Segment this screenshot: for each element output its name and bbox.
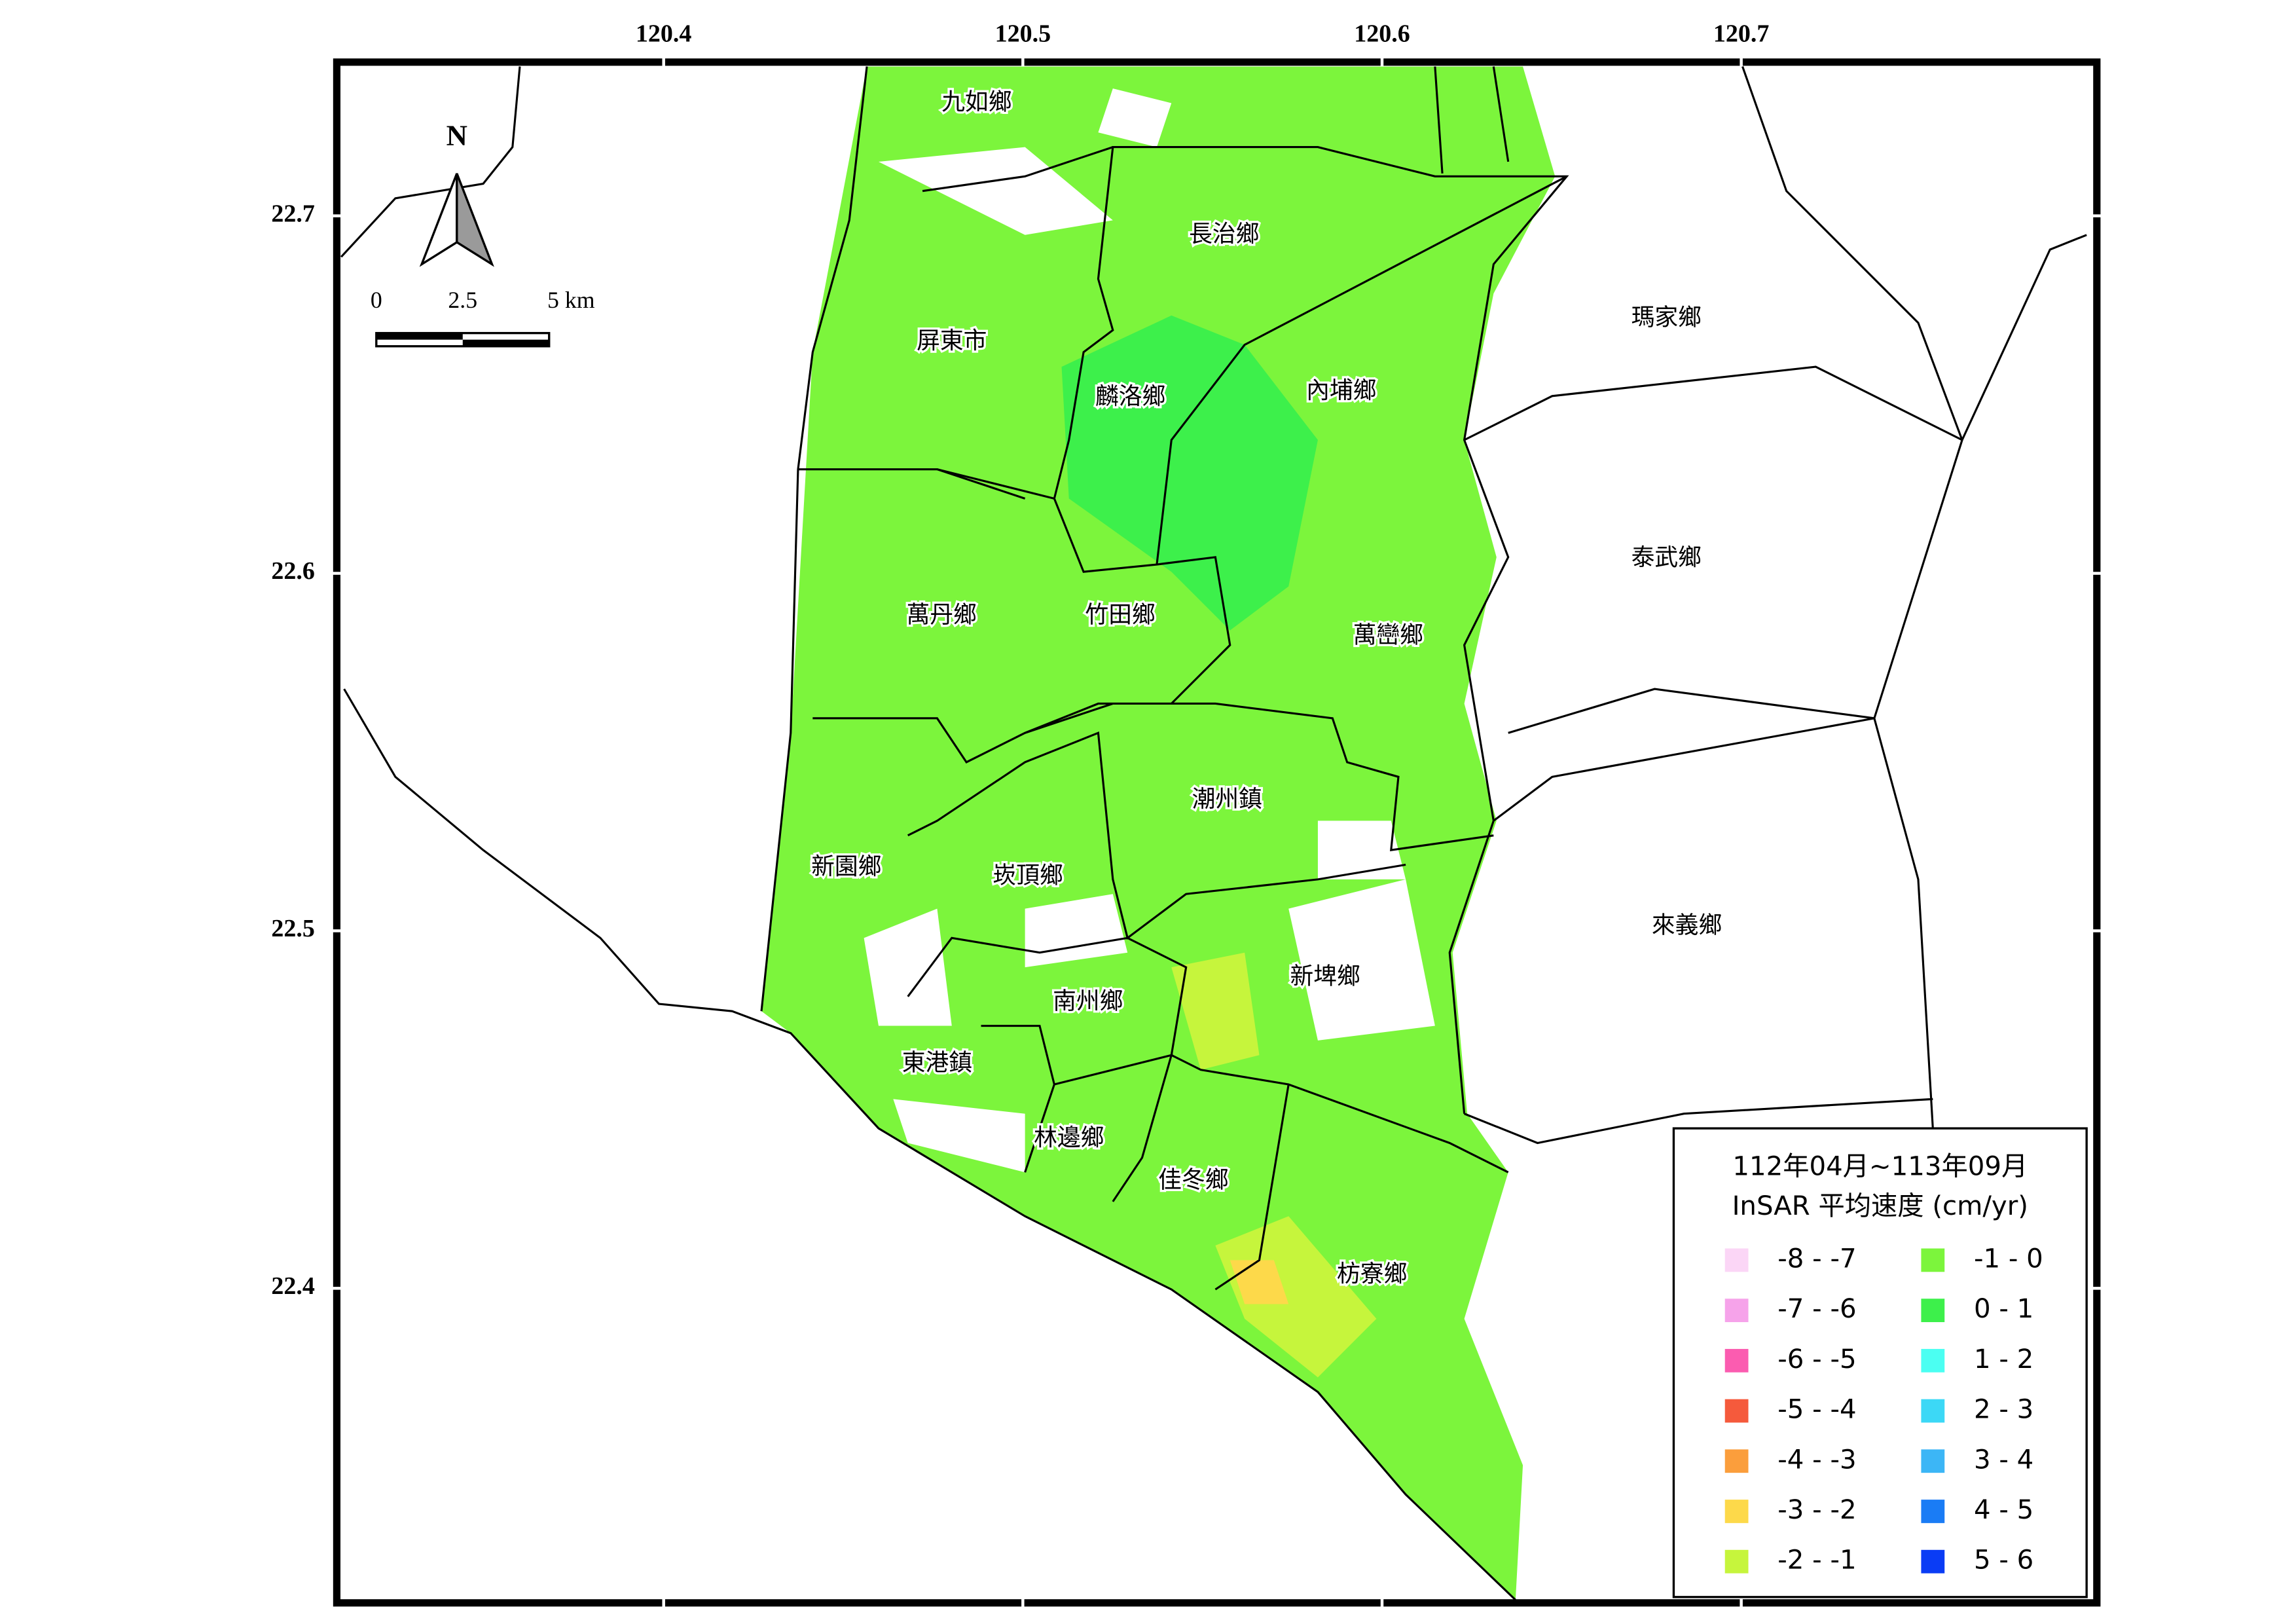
township-label: 萬巒鄉 [1353,622,1423,649]
y-tick-label: 22.5 [271,915,315,942]
legend-swatch [1921,1399,1945,1423]
township-label: 泰武鄉 [1631,544,1702,571]
township-label: 麟洛鄉 [1095,383,1165,410]
velocity-area [761,66,1556,1600]
township-label: 新埤鄉 [1290,963,1360,990]
velocity-area [1171,952,1377,1378]
legend-swatch [1921,1248,1945,1272]
boundaries [340,66,2087,1601]
x-tick-label: 120.7 [1713,20,1770,47]
township-label: 萬丹鄉 [906,601,976,628]
legend-label: 5 - 6 [1974,1545,2033,1576]
legend: 112年04月~113年09月 InSAR 平均速度 (cm/yr) -8 - -7… [1672,1127,2088,1598]
insar-area [761,66,1556,1600]
legend-swatch [1724,1549,1749,1574]
legend-title: InSAR 平均速度 (cm/yr) [1732,1191,2028,1221]
legend-title: 112年04月~113年09月 [1732,1151,2028,1181]
legend-label: -2 - -1 [1777,1545,1856,1576]
north-arrow [456,173,494,267]
township-label: 來義鄉 [1652,912,1722,938]
scale-label: 5 km [547,287,595,313]
scale-bar [375,331,551,348]
velocity-area [1061,315,1318,631]
township-label: 崁頂鄉 [993,862,1063,889]
township-label: 竹田鄉 [1085,601,1155,628]
compass: N [419,119,494,267]
legend-label: 0 - 1 [1974,1294,2033,1324]
township-label: 枋寮鄉 [1337,1261,1407,1287]
township-label: 長治鄉 [1189,221,1259,248]
township-label: 九如鄉 [941,88,1011,115]
scale-label: 0 [371,287,382,313]
y-tick-label: 22.4 [271,1272,315,1300]
legend-label: 3 - 4 [1974,1445,2033,1475]
legend-swatch [1724,1299,1749,1323]
legend-swatch [1724,1399,1749,1423]
x-tick-label: 120.5 [995,20,1051,47]
no-data-gap [864,88,1523,1173]
legend-label: -7 - -6 [1777,1294,1856,1324]
legend-label: -5 - -4 [1777,1395,1856,1425]
township-label: 佳冬鄉 [1158,1167,1228,1194]
township-label: 東港鎮 [902,1050,972,1077]
legend-label: 4 - 5 [1974,1495,2033,1525]
legend-swatch [1724,1500,1749,1523]
y-tick-label: 22.6 [271,557,315,585]
legend-swatch [1921,1549,1945,1574]
scale-bar-fill [462,339,549,346]
coastline [343,688,1516,1601]
x-tick-label: 120.6 [1354,20,1410,47]
township-label: 內埔鄉 [1306,377,1376,404]
legend-label: 2 - 3 [1974,1395,2033,1425]
legend-label: -6 - -5 [1777,1344,1856,1375]
township-label: 屏東市 [917,327,987,354]
boundary [797,146,1569,1114]
map-frame [333,58,2101,1607]
legend-label: -3 - -2 [1777,1495,1856,1525]
township-label: 潮州鎮 [1192,786,1262,813]
x-tick-label: 120.4 [636,20,692,47]
township-label: 瑪家鄉 [1631,304,1702,331]
north-label: N [446,119,467,151]
boundary [760,66,868,1012]
legend-swatch [1921,1500,1945,1523]
township-label: 南州鄉 [1053,988,1123,1015]
boundary [812,66,2087,1291]
legend-swatch [1921,1449,1945,1473]
y-tick-label: 22.7 [271,200,315,227]
township-label: 林邊鄉 [1034,1124,1104,1151]
scale-bar-fill [376,333,463,340]
legend-swatch [1921,1348,1945,1373]
railway [340,66,521,258]
legend-swatch [1724,1449,1749,1473]
legend-swatch [1921,1299,1945,1323]
township-label: 新園鄉 [811,853,881,880]
legend-label: -1 - 0 [1974,1244,2043,1274]
legend-swatch [1724,1248,1749,1272]
legend-label: 1 - 2 [1974,1344,2033,1375]
legend-label: -4 - -3 [1777,1445,1856,1475]
scale-label: 2.5 [448,287,477,313]
legend-swatch [1724,1348,1749,1373]
legend-label: -8 - -7 [1777,1244,1856,1274]
